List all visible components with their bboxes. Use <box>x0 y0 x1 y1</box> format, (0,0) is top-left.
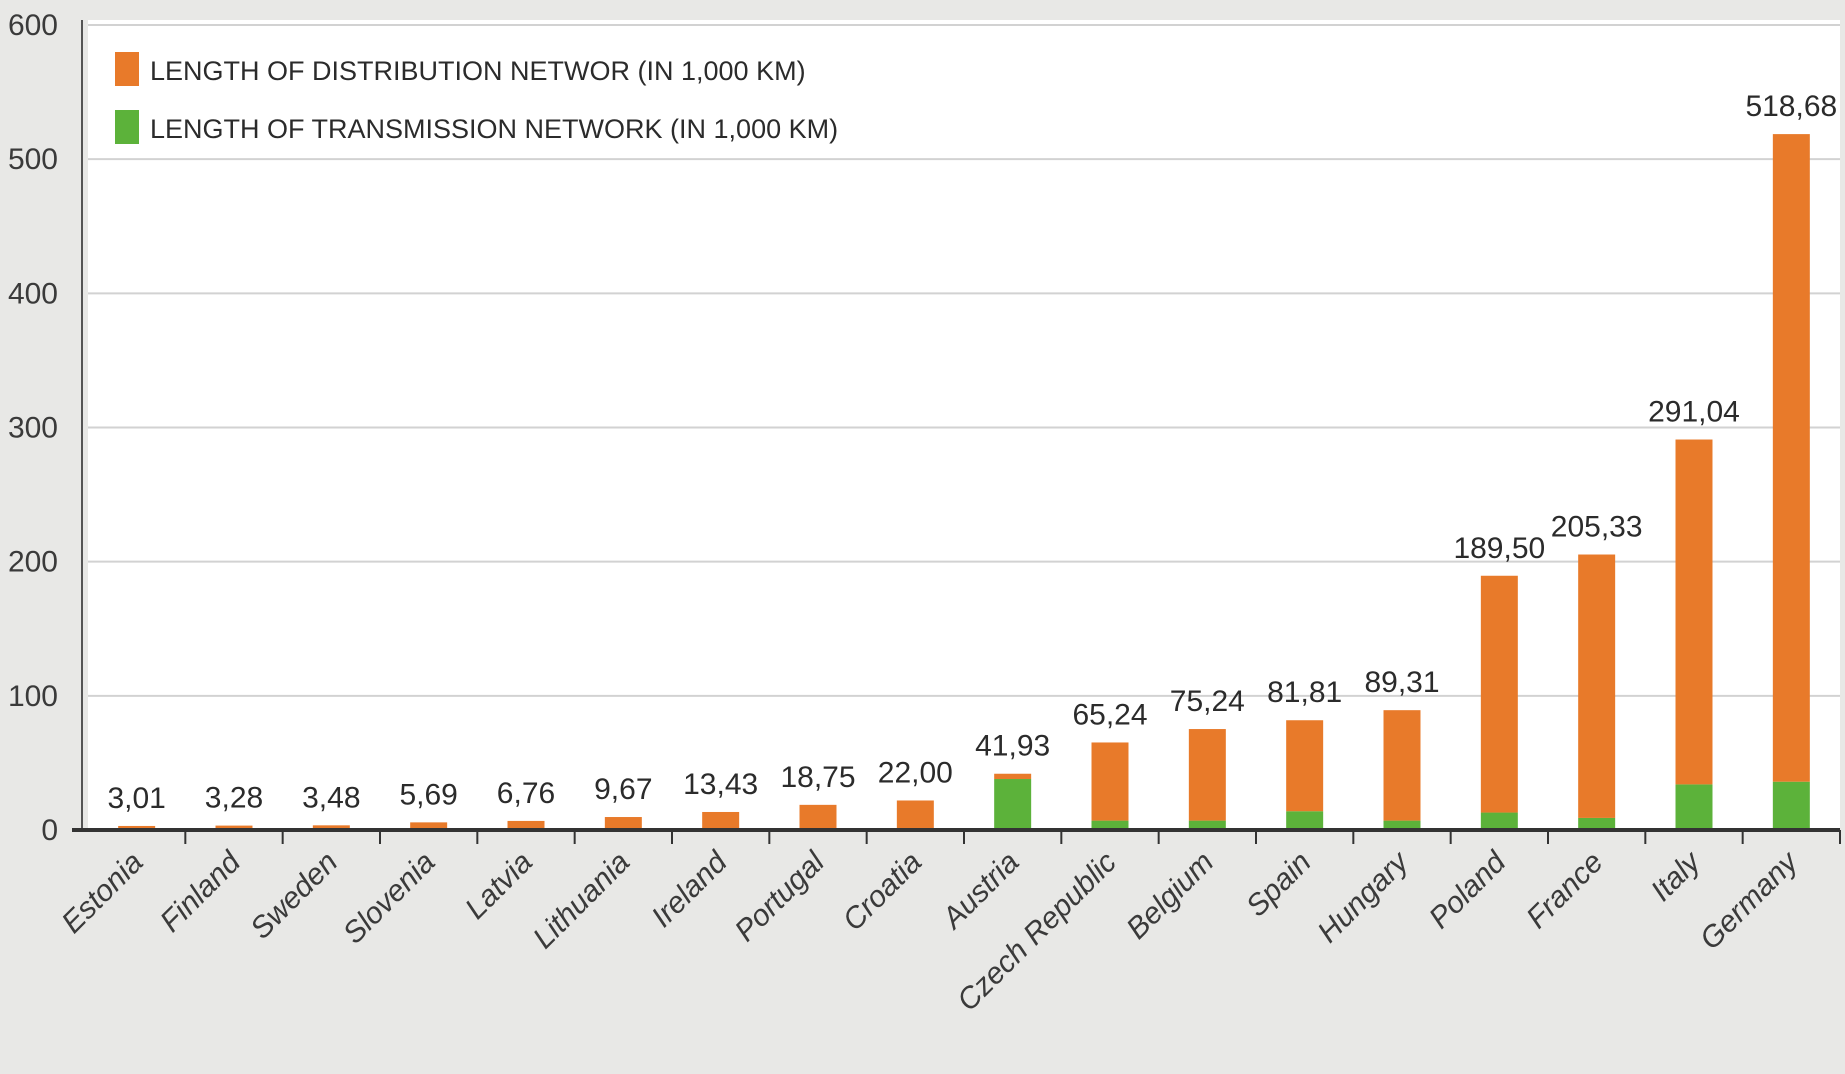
legend-swatch <box>115 110 139 144</box>
y-tick-label: 100 <box>8 680 58 713</box>
x-tick-label: Austria <box>935 846 1026 937</box>
bar-segment-distribution <box>994 773 1032 780</box>
data-label: 6,76 <box>497 777 555 810</box>
bar-segment-distribution <box>1091 742 1129 821</box>
data-label: 89,31 <box>1364 666 1439 699</box>
bar-segment-transmission <box>1091 820 1129 830</box>
bar-segment-transmission <box>1675 784 1713 830</box>
x-tick-label: France <box>1520 846 1609 935</box>
bar-segment-distribution <box>1188 729 1226 821</box>
data-label: 205,33 <box>1551 511 1643 544</box>
data-label: 518,68 <box>1745 90 1837 123</box>
data-label: 3,48 <box>302 781 360 814</box>
data-label: 3,01 <box>107 782 165 815</box>
x-tick-label: Italy <box>1645 844 1709 908</box>
y-tick-label: 300 <box>8 412 58 445</box>
bars <box>118 134 1810 830</box>
data-label: 5,69 <box>399 778 457 811</box>
x-tick-label: Poland <box>1423 845 1513 935</box>
data-label: 65,24 <box>1072 698 1147 731</box>
y-tick-label: 600 <box>8 9 58 42</box>
axes <box>72 20 1841 844</box>
bar-segment-transmission <box>1772 781 1810 830</box>
x-tick-label: Spain <box>1240 846 1318 924</box>
data-label: 291,04 <box>1648 396 1740 429</box>
bar-segment-transmission <box>1188 820 1226 830</box>
bar-segment-distribution <box>1772 134 1810 782</box>
legend-label: LENGTH OF TRANSMISSION NETWORK (IN 1,000… <box>150 114 838 144</box>
bar-segment-distribution <box>118 825 156 830</box>
x-tick-label: Finland <box>154 845 248 939</box>
x-tick-label: Hungary <box>1311 844 1416 949</box>
y-tick-label: 200 <box>8 546 58 579</box>
data-label: 81,81 <box>1267 676 1342 709</box>
legend: LENGTH OF DISTRIBUTION NETWOR (IN 1,000 … <box>115 52 838 144</box>
bar-segment-distribution <box>215 825 253 830</box>
bar-segment-transmission <box>1480 812 1518 830</box>
x-tick-label: Lithuania <box>527 846 636 955</box>
data-label: 75,24 <box>1170 685 1245 718</box>
grid-lines <box>88 24 1840 697</box>
bar-segment-distribution <box>507 820 545 830</box>
data-label: 18,75 <box>780 761 855 794</box>
bar-segment-distribution <box>312 825 350 830</box>
bar-segment-transmission <box>1383 820 1421 830</box>
x-tick-label: Slovenia <box>337 846 442 951</box>
bar-segment-distribution <box>896 800 934 828</box>
y-tick-label: 400 <box>8 277 58 310</box>
x-tick-label: Croatia <box>837 846 929 938</box>
x-tick-label: Belgium <box>1120 846 1220 946</box>
legend-swatch <box>115 52 139 86</box>
x-tick-label: Ireland <box>645 845 734 934</box>
bar-segment-distribution <box>604 817 642 830</box>
legend-label: LENGTH OF DISTRIBUTION NETWOR (IN 1,000 … <box>150 56 806 86</box>
x-tick-label: Sweden <box>244 846 344 946</box>
bar-segment-distribution <box>1383 710 1421 821</box>
data-label: 9,67 <box>594 773 652 806</box>
x-tick-label: Estonia <box>56 846 150 940</box>
bar-segment-transmission <box>994 779 1032 830</box>
y-tick-label: 500 <box>8 143 58 176</box>
data-label: 3,28 <box>205 782 263 815</box>
data-label: 22,00 <box>878 756 953 789</box>
data-label: 13,43 <box>683 768 758 801</box>
bar-segment-distribution <box>1480 575 1518 813</box>
bar-segment-distribution <box>410 822 448 830</box>
data-label: 189,50 <box>1453 532 1545 565</box>
bar-segment-distribution <box>702 811 740 830</box>
x-tick-label: Germany <box>1694 844 1806 956</box>
data-label: 41,93 <box>975 730 1050 763</box>
x-tick-label: Portugal <box>729 845 832 948</box>
bar-segment-distribution <box>1675 439 1713 785</box>
x-tick-label: Latvia <box>459 846 539 926</box>
bar-segment-transmission <box>1286 811 1324 830</box>
bar-segment-distribution <box>799 804 837 830</box>
bar-segment-transmission <box>1578 817 1616 830</box>
bar-segment-distribution <box>1286 720 1324 812</box>
bar-segment-distribution <box>1578 554 1616 818</box>
y-tick-label: 0 <box>41 814 58 847</box>
